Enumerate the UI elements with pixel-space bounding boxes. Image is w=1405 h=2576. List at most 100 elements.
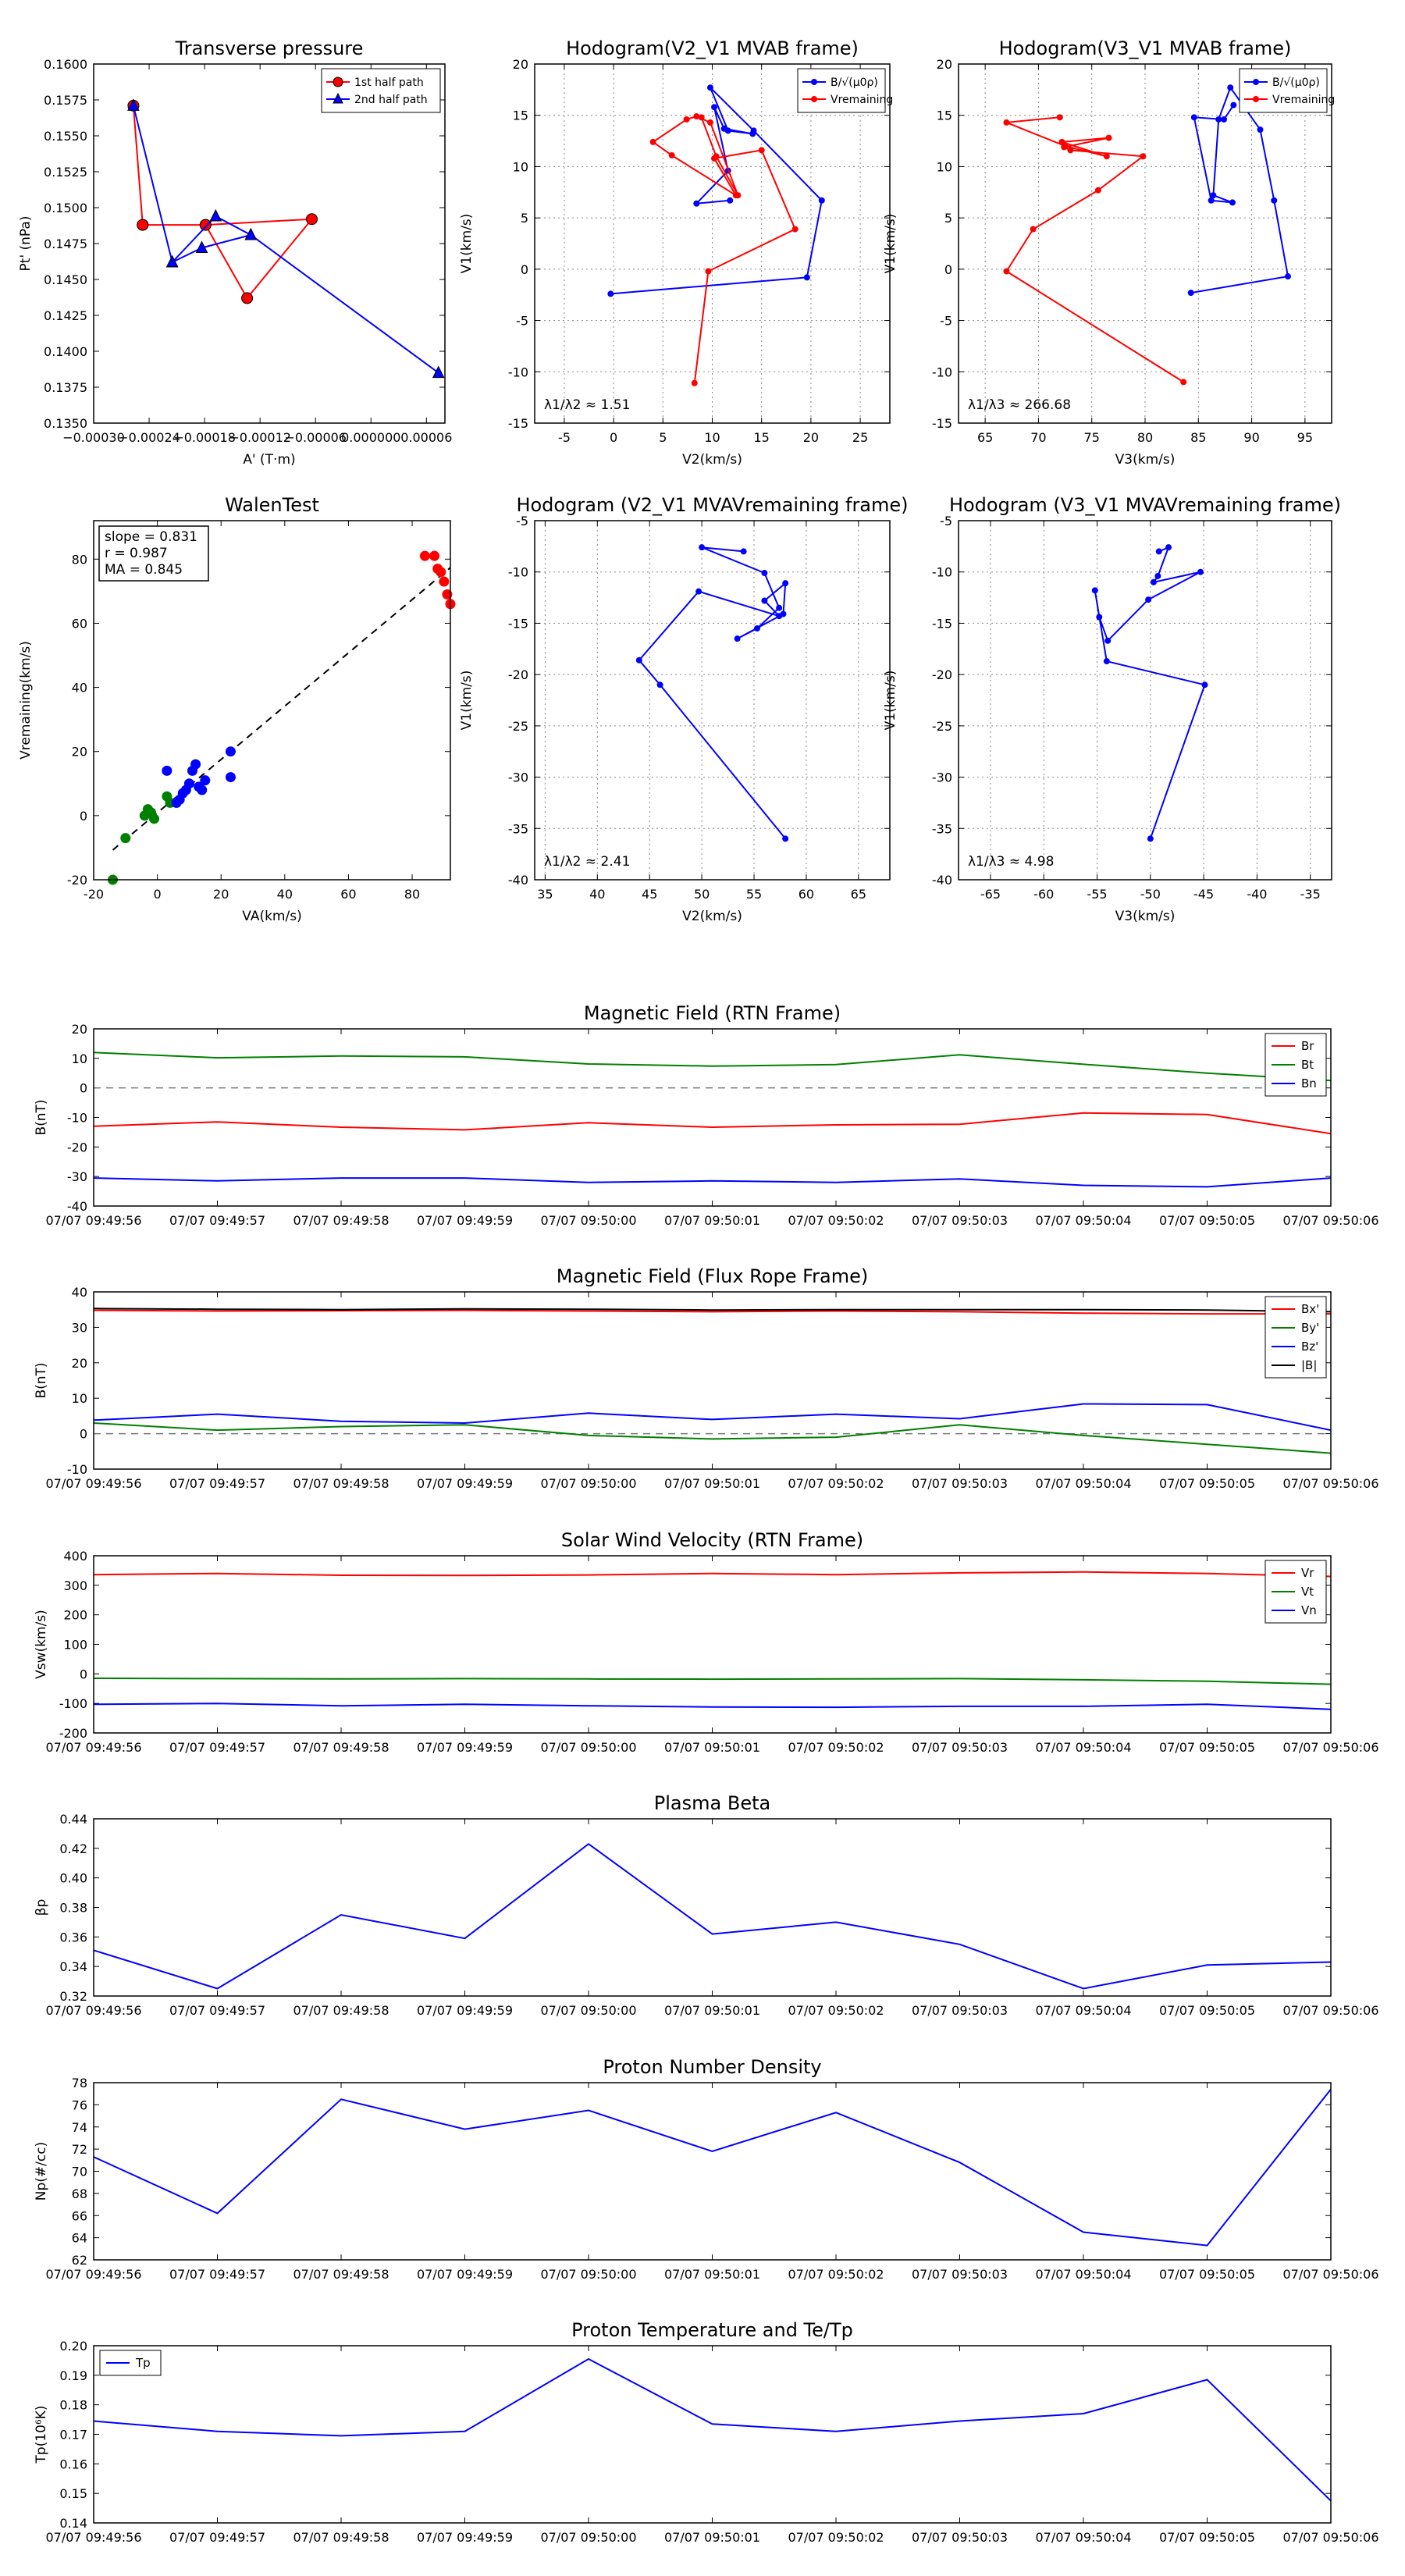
x-tick-label: 07/07 09:50:05 <box>1159 2267 1255 2282</box>
legend-marker <box>333 76 343 87</box>
data-point <box>1030 226 1037 233</box>
chart-vsw: -200 -100 0 100 200 300 400 07/07 09:49:56 07/07… <box>34 1529 1379 1755</box>
x-tick-label: 40 <box>277 887 293 902</box>
y-tick-label: -40 <box>932 873 952 888</box>
x-tick-label: 07/07 09:49:58 <box>293 1476 389 1491</box>
x-tick-label: 70 <box>1030 430 1046 445</box>
series-line-Np <box>94 2088 1331 2247</box>
y-tick-label: 20 <box>72 1022 87 1037</box>
x-tick-label: 40 <box>589 887 605 902</box>
y-tick-label: 0.15 <box>59 2486 87 2501</box>
y-tick-label: 15 <box>937 109 952 123</box>
data-point <box>1105 134 1112 141</box>
data-point <box>1094 187 1101 194</box>
series-group <box>94 1051 1331 1188</box>
data-point <box>776 604 783 611</box>
y-tick-label: 66 <box>72 2208 87 2223</box>
chart-title: Hodogram (V2_V1 MVAVremaining frame) <box>516 494 908 516</box>
y-tick-label: 300 <box>63 1578 87 1593</box>
x-tick-label: 80 <box>404 887 420 902</box>
y-tick-label: -40 <box>67 1199 87 1214</box>
chart-title: WalenTest <box>225 494 319 516</box>
y-tick-label: 40 <box>72 1285 87 1300</box>
x-tick-label: -50 <box>1140 887 1161 902</box>
data-point <box>649 138 656 145</box>
data-point <box>183 778 194 789</box>
legend-box <box>797 68 886 113</box>
data-point <box>127 98 140 111</box>
y-tick-label: -15 <box>508 616 528 631</box>
plot-frame <box>958 63 1332 424</box>
y-tick-label: 64 <box>72 2231 87 2246</box>
x-tick-label: 80 <box>1137 430 1153 445</box>
x-axis-label: V2(km/s) <box>682 452 742 468</box>
x-tick-label: 07/07 09:49:59 <box>417 2003 513 2018</box>
y-tick-label: 0 <box>80 1081 87 1096</box>
y-tick-label: 0.1525 <box>44 165 87 180</box>
ratio-annotation: λ1/λ2 ≈ 1.51 <box>544 397 630 413</box>
plot-bg <box>94 2083 1331 2260</box>
plot-bg <box>959 521 1332 880</box>
x-tick-label: 07/07 09:49:56 <box>45 1740 141 1755</box>
y-tick-label: 0.40 <box>59 1871 87 1886</box>
data-point <box>727 197 734 204</box>
y-tick-label: 76 <box>72 2097 87 2112</box>
y-tick-label: 10 <box>72 1391 87 1406</box>
y-axis-label: Np(#/cc) <box>34 2142 49 2201</box>
y-tick-label: 68 <box>72 2186 87 2201</box>
x-tick-label: -35 <box>1300 887 1321 902</box>
chart-tp: 0.1350 0.1375 0.1400 0.1425 0.1450 0.1475 0.15… <box>18 37 452 468</box>
series-line-Bx' <box>94 1309 1331 1315</box>
data-point <box>225 746 236 757</box>
legend-label: B/√(μ0ρ) <box>1272 76 1320 89</box>
series-line-By' <box>94 1422 1331 1454</box>
x-tick-label: 07/07 09:50:03 <box>912 2003 1008 2018</box>
y-tick-label: 5 <box>944 211 952 226</box>
x-tick-label: 07/07 09:50:02 <box>788 2003 884 2018</box>
x-tick-label: 07/07 09:50:03 <box>912 1476 1008 1491</box>
y-tick-label: 10 <box>513 159 528 174</box>
series-line-Bt <box>94 1051 1331 1082</box>
data-point <box>803 274 810 281</box>
legend-label: Vr <box>1301 1566 1314 1580</box>
plot-frame <box>93 63 446 424</box>
y-tick-label: -20 <box>67 873 87 888</box>
y-tick-label: 0 <box>80 1667 87 1681</box>
plot-bg <box>94 1029 1331 1206</box>
legend-label: Bz' <box>1301 1340 1318 1354</box>
x-tick-label: -60 <box>1033 887 1054 902</box>
data-point <box>419 550 430 561</box>
x-tick-label: 07/07 09:50:02 <box>788 1476 884 1491</box>
y-tick-label: 0 <box>944 262 952 277</box>
data-point <box>818 197 825 204</box>
series-line-Bn <box>94 1177 1331 1188</box>
x-tick-label: 07/07 09:50:06 <box>1282 2267 1378 2282</box>
x-tick-label: 07/07 09:49:59 <box>417 2530 513 2545</box>
legend-box <box>1239 68 1328 113</box>
x-tick-label: 07/07 09:49:58 <box>293 2267 389 2282</box>
x-tick-label: 07/07 09:50:04 <box>1035 2267 1131 2282</box>
chart-h1: -15 -10 -5 0 5 10 15 20 -5 0 5 10 15 20 25 Hodogram(V2_… <box>459 37 893 468</box>
data-point <box>1056 114 1063 121</box>
plot-bg <box>94 1819 1331 1996</box>
y-tick-label: 0.36 <box>59 1930 87 1944</box>
data-point <box>706 84 713 91</box>
data-point <box>209 208 222 222</box>
data-point <box>699 544 706 551</box>
x-axis-label: VA(km/s) <box>242 909 301 924</box>
x-tick-label: 07/07 09:50:05 <box>1159 2530 1255 2545</box>
data-point <box>1190 114 1197 121</box>
legend-label: Vn <box>1301 1603 1317 1617</box>
y-tick-label: 0.17 <box>59 2428 87 2443</box>
plot-frame <box>93 2345 1332 2524</box>
x-tick-label: 07/07 09:49:57 <box>169 2003 265 2018</box>
data-point <box>432 365 445 379</box>
y-axis-label: B(nT) <box>34 1362 49 1398</box>
data-point <box>635 656 642 664</box>
x-axis-label: V2(km/s) <box>682 909 742 924</box>
data-point <box>1257 126 1264 133</box>
y-tick-label: 15 <box>513 109 528 123</box>
x-tick-label: 0 <box>154 887 162 902</box>
x-tick-label: 15 <box>754 430 770 445</box>
x-tick-label: 07/07 09:49:56 <box>45 1476 141 1491</box>
